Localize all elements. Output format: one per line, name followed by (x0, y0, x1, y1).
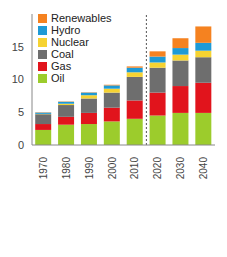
svg-text:2020: 2020 (152, 157, 163, 180)
svg-text:0: 0 (18, 139, 24, 151)
html-text:Nuclear: Nuclear (51, 36, 89, 48)
svg-text:10: 10 (12, 73, 24, 85)
html-text:Oil: Oil (51, 72, 65, 84)
html-text:Hydro: Hydro (51, 24, 81, 36)
svg-text:2040: 2040 (198, 157, 209, 180)
svg-text:5: 5 (18, 106, 24, 118)
html-text:Gas: Gas (51, 60, 72, 72)
svg-text:1970: 1970 (38, 157, 49, 180)
html-text:Renewables: Renewables (51, 12, 112, 24)
html-text:Coal: Coal (51, 48, 74, 60)
svg-text:2010: 2010 (129, 157, 140, 180)
svg-text:2030: 2030 (175, 157, 186, 180)
svg-text:2000: 2000 (107, 157, 118, 180)
svg-text:15: 15 (12, 41, 24, 53)
svg-text:1980: 1980 (61, 157, 72, 180)
svg-text:1990: 1990 (84, 157, 95, 180)
